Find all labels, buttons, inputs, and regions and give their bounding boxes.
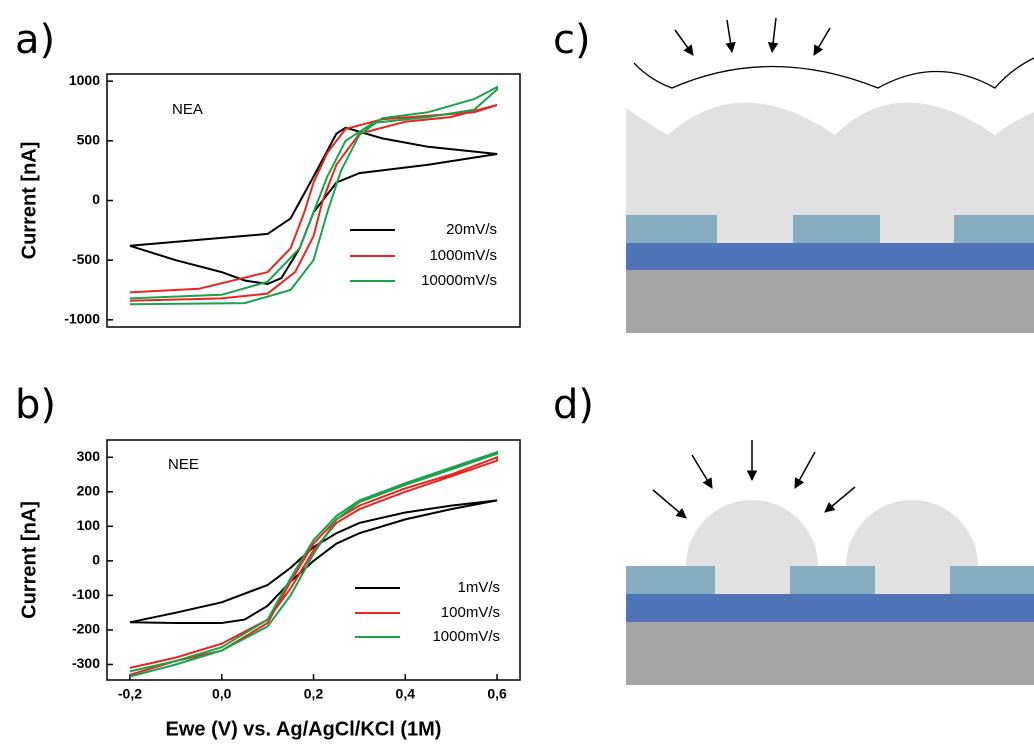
pad [626, 215, 717, 243]
legend-label: 20mV/s [446, 221, 497, 238]
pad [793, 215, 880, 243]
y-tick-label: -300 [72, 655, 100, 671]
y-tick-label: -200 [72, 621, 100, 637]
legend-label: 1000mV/s [432, 628, 500, 645]
x-tick-label: 0,0 [212, 686, 232, 702]
diffusion-dome [686, 500, 818, 566]
arrow [813, 27, 831, 56]
pad [790, 566, 875, 594]
layer [626, 243, 1034, 270]
y-tick-label: 0 [92, 191, 100, 207]
panel-label: a) [15, 17, 55, 63]
arrow [691, 454, 713, 489]
y-axis-label: Current [nA] [18, 501, 40, 619]
diffusion-front [633, 57, 1034, 89]
merged-diffusion [626, 102, 1034, 215]
y-tick-label: 100 [77, 517, 101, 533]
panel-label: c) [553, 17, 591, 63]
pad [954, 215, 1034, 243]
substrate [626, 270, 1034, 333]
x-tick-label: 0,4 [396, 686, 416, 702]
y-tick-label: -500 [72, 251, 100, 267]
y-axis-label: Current [nA] [18, 142, 40, 260]
x-tick-label: 0,6 [487, 686, 507, 702]
cv-curve [129, 85, 499, 306]
arrow [725, 19, 736, 54]
legend-label: 1mV/s [457, 579, 500, 596]
diagram-d: d) [553, 382, 1034, 685]
annotation: NEE [168, 456, 199, 473]
cv-curve [129, 455, 499, 676]
arrow [824, 486, 856, 513]
y-tick-label: 200 [77, 483, 101, 499]
arrow [794, 451, 816, 489]
legend-label: 1000mV/s [429, 247, 497, 264]
y-tick-label: -1000 [64, 311, 100, 327]
diagram-c: c) [553, 17, 1034, 333]
cv-curve [129, 104, 498, 302]
panel-label: b) [15, 382, 56, 428]
annotation: NEA [172, 101, 203, 118]
y-tick-label: -100 [72, 586, 100, 602]
x-tick-label: -0,2 [118, 686, 142, 702]
arrow [652, 489, 687, 519]
cv-curve [129, 499, 498, 624]
y-tick-label: 500 [77, 132, 101, 148]
pad [950, 566, 1034, 594]
x-axis-label: Ewe (V) vs. Ag/AgCl/KCl (1M) [166, 718, 442, 740]
layer [626, 594, 1034, 622]
substrate [626, 622, 1034, 685]
panel-label: d) [553, 382, 594, 428]
y-tick-label: 0 [92, 552, 100, 568]
cv-curve [129, 126, 498, 286]
arrow [674, 29, 694, 56]
arrow [767, 17, 779, 54]
legend-label: 100mV/s [441, 604, 500, 621]
cv-curve [129, 450, 499, 678]
diffusion-dome [846, 500, 978, 566]
legend-label: 10000mV/s [421, 272, 497, 289]
y-tick-label: 300 [77, 448, 101, 464]
y-tick-label: 1000 [69, 72, 100, 88]
pad [626, 566, 715, 594]
x-tick-label: 0,2 [304, 686, 324, 702]
